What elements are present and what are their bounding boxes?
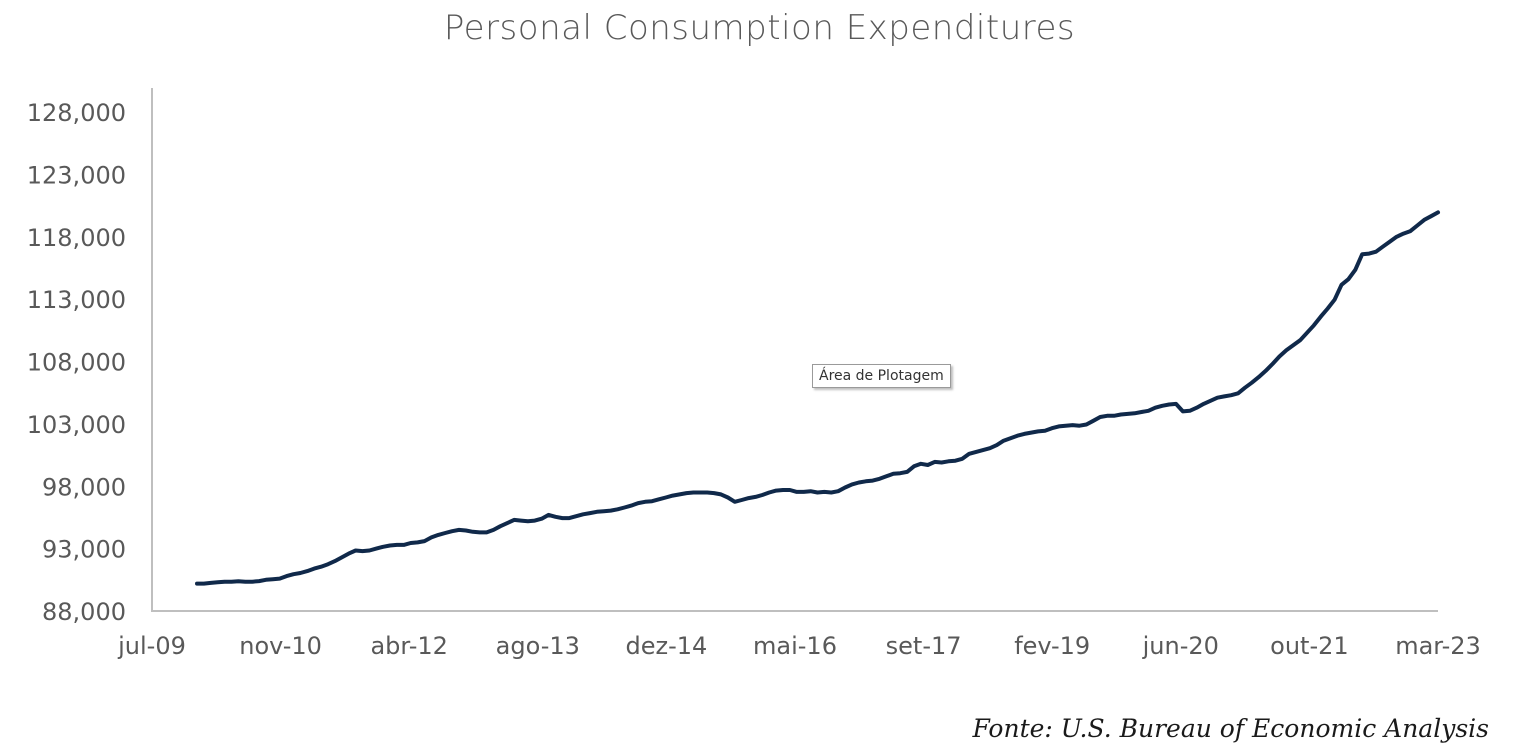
x-tick-label: out-21 [1270, 632, 1349, 660]
y-tick-label: 98,000 [42, 473, 126, 501]
source-note: Fonte: U.S. Bureau of Economic Analysis [972, 714, 1489, 743]
y-tick-label: 128,000 [27, 99, 126, 127]
chart-title: Personal Consumption Expenditures [443, 8, 1076, 48]
y-tick-label: 123,000 [27, 161, 126, 189]
x-tick-label: dez-14 [626, 632, 708, 660]
x-tick-label: mai-16 [753, 632, 837, 660]
plot-area-tooltip: Área de Plotagem [812, 364, 951, 388]
x-tick-label: mar-23 [1395, 632, 1481, 660]
x-tick-label: abr-12 [370, 632, 447, 660]
series-line-pce[interactable] [195, 210, 1440, 586]
x-tick-label: jul-09 [117, 632, 186, 660]
x-tick-label: set-17 [886, 632, 962, 660]
x-tick-label: nov-10 [239, 632, 322, 660]
y-tick-label: 93,000 [42, 536, 126, 564]
y-tick-label: 113,000 [27, 286, 126, 314]
y-tick-label: 118,000 [27, 224, 126, 252]
y-tick-label: 88,000 [42, 598, 126, 626]
x-tick-label: fev-19 [1014, 632, 1090, 660]
x-tick-labels: jul-09 nov-10 abr-12 ago-13 dez-14 mai-16 set-… [117, 632, 1481, 660]
x-tick-label: ago-13 [496, 632, 580, 660]
x-tick-label: jun-20 [1142, 632, 1219, 660]
y-tick-label: 108,000 [27, 349, 126, 377]
y-tick-labels: 88,000 93,000 98,000 103,000 108,000 113,000 1… [27, 99, 126, 626]
y-tick-label: 103,000 [27, 411, 126, 439]
